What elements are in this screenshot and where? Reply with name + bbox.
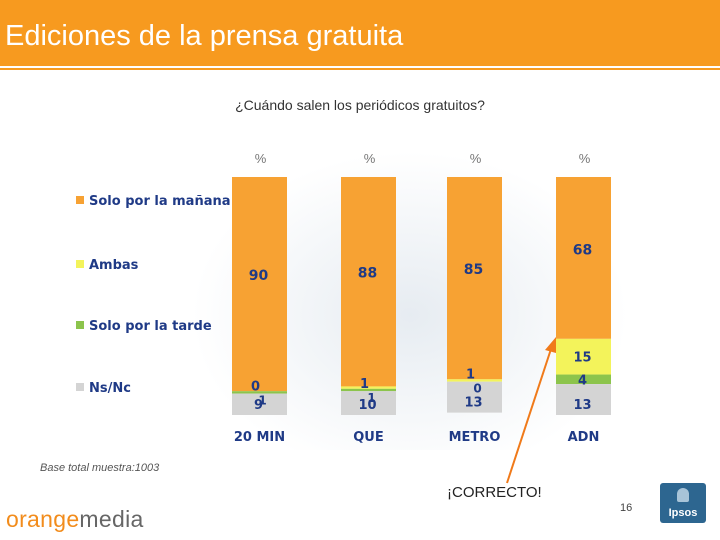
bar-segment bbox=[341, 388, 396, 392]
data-label: 13 bbox=[464, 396, 482, 411]
category-label: 20 MIN bbox=[234, 430, 285, 445]
ipsos-logo-text: Ipsos bbox=[668, 507, 698, 519]
correct-callout: ¡CORRECTO! bbox=[447, 484, 542, 501]
data-label: 88 bbox=[358, 266, 377, 282]
legend-swatch bbox=[76, 321, 84, 329]
chart-question: ¿Cuándo salen los periódicos gratuitos? bbox=[235, 97, 485, 113]
orangemedia-logo: orangemedia bbox=[6, 506, 144, 533]
legend-swatch bbox=[76, 196, 84, 204]
legend-label: Ns/Nc bbox=[89, 381, 131, 396]
bar-segment bbox=[341, 177, 396, 387]
ipsos-logo: Ipsos bbox=[660, 483, 706, 523]
callout-arrow-head bbox=[545, 337, 556, 353]
bar-segment bbox=[341, 386, 396, 389]
data-label: 10 bbox=[358, 398, 376, 413]
percent-header: % bbox=[470, 151, 482, 166]
bar-segment bbox=[556, 374, 611, 385]
title-bar: Ediciones de la prensa gratuita bbox=[0, 0, 720, 70]
percent-header: % bbox=[255, 151, 267, 166]
page-number: 16 bbox=[620, 502, 633, 514]
page-title: Ediciones de la prensa gratuita bbox=[5, 20, 404, 52]
data-label: 13 bbox=[573, 398, 591, 413]
legend-label: Solo por la tarde bbox=[89, 319, 212, 334]
bar-segment bbox=[447, 177, 502, 380]
bar-segment bbox=[447, 381, 502, 413]
brand-part2: media bbox=[79, 506, 144, 532]
ipsos-logo-mark bbox=[677, 488, 689, 502]
legend-label: Ambas bbox=[89, 258, 139, 273]
percent-header: % bbox=[579, 151, 591, 166]
legend-swatch bbox=[76, 383, 84, 391]
data-label: 15 bbox=[573, 351, 591, 366]
callout-arrow-line bbox=[506, 348, 552, 484]
bar-segment bbox=[232, 177, 287, 392]
title-rule bbox=[0, 66, 720, 68]
category-label: METRO bbox=[449, 430, 501, 445]
data-label: 90 bbox=[249, 268, 269, 284]
bar-segment bbox=[556, 338, 611, 375]
bar-segment bbox=[341, 391, 396, 415]
legend-label: Solo por la mañana bbox=[89, 194, 231, 209]
data-label: 1 bbox=[466, 368, 475, 383]
data-label: 9 bbox=[254, 398, 263, 413]
legend-swatch bbox=[76, 260, 84, 268]
data-label: 1 bbox=[367, 391, 375, 405]
category-label: ADN bbox=[568, 430, 600, 445]
data-label: 4 bbox=[578, 373, 587, 388]
data-label: 1 bbox=[360, 377, 369, 392]
bar-segment bbox=[232, 391, 287, 394]
bar-segment bbox=[447, 379, 502, 382]
data-label: 85 bbox=[464, 262, 483, 278]
bar-segment bbox=[232, 393, 287, 415]
data-label: 0 bbox=[251, 380, 260, 395]
data-label: 1 bbox=[258, 394, 266, 408]
percent-header: % bbox=[364, 151, 376, 166]
bar-segment bbox=[556, 384, 611, 415]
brand-part1: orange bbox=[6, 506, 80, 532]
data-label: 68 bbox=[573, 243, 592, 259]
category-label: QUE bbox=[353, 430, 384, 445]
sample-base-note: Base total muestra:1003 bbox=[40, 462, 160, 474]
data-label: 0 bbox=[473, 382, 481, 396]
bar-segment bbox=[556, 177, 611, 339]
